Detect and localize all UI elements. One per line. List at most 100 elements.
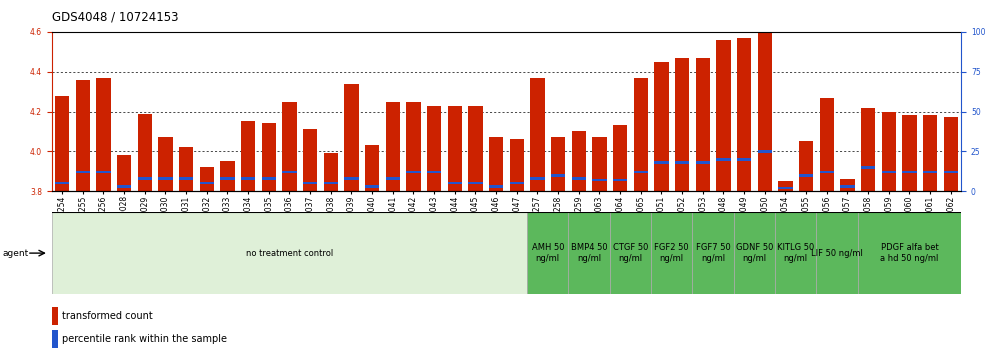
- Bar: [365, 145, 379, 191]
- Bar: [820, 171, 834, 173]
- Bar: [97, 78, 111, 191]
- Bar: [489, 185, 503, 188]
- Bar: [716, 158, 731, 161]
- Bar: [55, 182, 70, 184]
- Bar: [737, 158, 751, 161]
- Bar: [530, 177, 545, 180]
- Bar: [943, 118, 958, 191]
- Bar: [52, 330, 58, 348]
- Bar: [345, 84, 359, 191]
- Bar: [551, 137, 566, 191]
- Bar: [675, 161, 689, 164]
- Bar: [447, 105, 462, 191]
- Bar: [737, 38, 751, 191]
- Text: BMP4 50
ng/ml: BMP4 50 ng/ml: [571, 244, 608, 263]
- Bar: [572, 131, 586, 191]
- Bar: [775, 212, 817, 294]
- Bar: [447, 182, 462, 184]
- Bar: [654, 62, 668, 191]
- Bar: [345, 177, 359, 180]
- Bar: [841, 179, 855, 191]
- Bar: [179, 177, 193, 180]
- Bar: [675, 58, 689, 191]
- Bar: [137, 177, 152, 180]
- Bar: [468, 182, 483, 184]
- Text: agent: agent: [3, 249, 29, 258]
- Bar: [530, 78, 545, 191]
- Bar: [881, 171, 896, 173]
- Bar: [97, 171, 111, 173]
- Bar: [841, 185, 855, 188]
- Bar: [282, 171, 297, 173]
- Bar: [734, 212, 775, 294]
- Bar: [692, 212, 734, 294]
- Bar: [468, 105, 483, 191]
- Bar: [923, 171, 937, 173]
- Bar: [695, 58, 710, 191]
- Bar: [427, 105, 441, 191]
- Bar: [610, 212, 651, 294]
- Bar: [633, 78, 648, 191]
- Bar: [902, 171, 916, 173]
- Bar: [241, 177, 255, 180]
- Text: percentile rank within the sample: percentile rank within the sample: [62, 334, 226, 344]
- Bar: [303, 182, 318, 184]
- Bar: [76, 171, 90, 173]
- Bar: [527, 212, 569, 294]
- Bar: [262, 177, 276, 180]
- Bar: [324, 182, 338, 184]
- Bar: [510, 182, 524, 184]
- Bar: [778, 181, 793, 191]
- Bar: [881, 112, 896, 191]
- Bar: [55, 96, 70, 191]
- Bar: [572, 177, 586, 180]
- Bar: [633, 171, 648, 173]
- Bar: [758, 0, 772, 191]
- Bar: [799, 174, 814, 177]
- Bar: [593, 137, 607, 191]
- Bar: [861, 166, 875, 169]
- Text: GDNF 50
ng/ml: GDNF 50 ng/ml: [736, 244, 773, 263]
- Bar: [817, 212, 858, 294]
- Bar: [613, 125, 627, 191]
- Bar: [923, 115, 937, 191]
- Bar: [199, 182, 214, 184]
- Bar: [385, 102, 400, 191]
- Bar: [695, 161, 710, 164]
- Bar: [593, 179, 607, 181]
- Bar: [365, 185, 379, 188]
- Text: FGF7 50
ng/ml: FGF7 50 ng/ml: [696, 244, 730, 263]
- Bar: [820, 98, 834, 191]
- Bar: [778, 187, 793, 189]
- Bar: [385, 177, 400, 180]
- Bar: [613, 179, 627, 181]
- Bar: [902, 115, 916, 191]
- Bar: [716, 40, 731, 191]
- Text: PDGF alfa bet
a hd 50 ng/ml: PDGF alfa bet a hd 50 ng/ml: [880, 244, 938, 263]
- Bar: [427, 171, 441, 173]
- Bar: [52, 307, 58, 325]
- Bar: [551, 174, 566, 177]
- Bar: [303, 130, 318, 191]
- Bar: [324, 153, 338, 191]
- Bar: [510, 139, 524, 191]
- Bar: [569, 212, 610, 294]
- Text: no treatment control: no treatment control: [246, 249, 333, 258]
- Bar: [158, 137, 172, 191]
- Text: CTGF 50
ng/ml: CTGF 50 ng/ml: [613, 244, 648, 263]
- Text: KITLG 50
ng/ml: KITLG 50 ng/ml: [777, 244, 815, 263]
- Bar: [52, 212, 527, 294]
- Bar: [199, 167, 214, 191]
- Bar: [406, 102, 420, 191]
- Bar: [262, 124, 276, 191]
- Bar: [861, 108, 875, 191]
- Bar: [220, 161, 235, 191]
- Bar: [117, 155, 131, 191]
- Bar: [406, 171, 420, 173]
- Bar: [137, 114, 152, 191]
- Bar: [654, 161, 668, 164]
- Bar: [158, 177, 172, 180]
- Bar: [117, 185, 131, 188]
- Text: AMH 50
ng/ml: AMH 50 ng/ml: [532, 244, 564, 263]
- Text: LIF 50 ng/ml: LIF 50 ng/ml: [811, 249, 864, 258]
